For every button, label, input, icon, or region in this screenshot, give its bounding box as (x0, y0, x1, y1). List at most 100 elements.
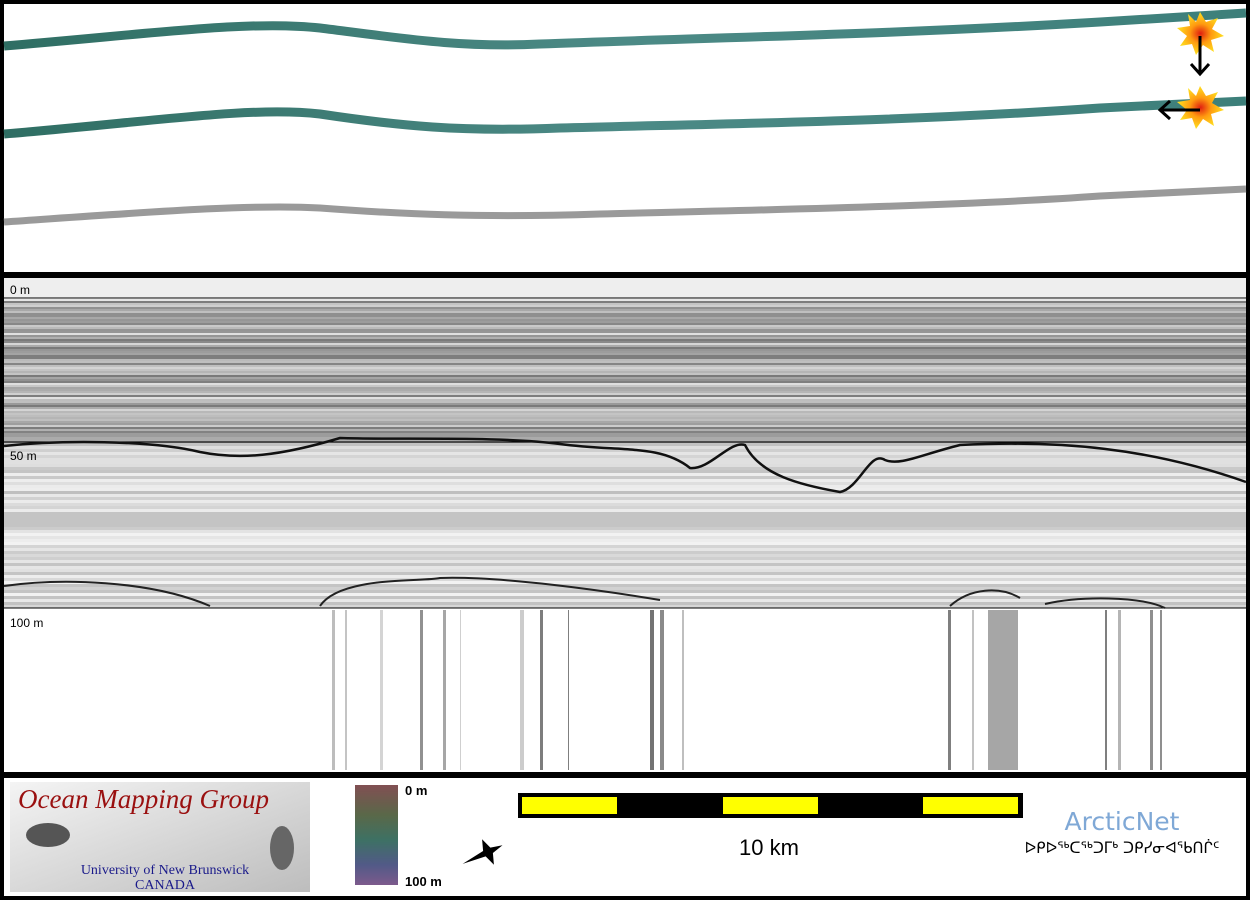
marker-burst (1177, 86, 1224, 129)
echo-stripe (4, 427, 1246, 429)
multiple-trace (3, 576, 1166, 609)
scale-segment (723, 797, 818, 814)
echo-stripe (4, 575, 1246, 578)
echo-stripe (4, 605, 1246, 608)
swath-strip (3, 96, 1247, 139)
echo-stripe (972, 610, 974, 770)
echo-stripe (4, 305, 1246, 307)
echo-stripe (4, 403, 1246, 405)
logo-ship (26, 823, 70, 847)
echo-stripe (4, 393, 1246, 395)
echo-stripe (4, 327, 1246, 329)
echo-stripe (4, 399, 1246, 401)
echo-stripe (1105, 610, 1107, 770)
echo-stripe (4, 431, 1246, 433)
echo-stripe (4, 542, 1246, 545)
echo-stripe (4, 397, 1246, 399)
echo-stripe (660, 610, 664, 770)
echo-stripe (4, 355, 1246, 357)
echo-stripe (4, 515, 1246, 518)
echo-stripe (4, 325, 1246, 327)
echo-stripe (520, 610, 524, 770)
echo-stripe (4, 423, 1246, 425)
depth-label: 0 m (10, 283, 30, 297)
echo-stripe (4, 371, 1246, 373)
echo-stripe (4, 349, 1246, 351)
echo-stripe (4, 470, 1246, 473)
echo-stripe (4, 479, 1246, 482)
echo-stripe (1118, 610, 1121, 770)
partner-syllabics: ᐅᑭᐅᖅᑕᖅᑐᒥᒃ ᑐᑭᓯᓂᐊᖃᑎᒌᑦ (1025, 839, 1220, 857)
echo-stripe (4, 413, 1246, 415)
echo-stripe (4, 313, 1246, 315)
echo-stripe (4, 341, 1246, 343)
echo-stripe (4, 299, 1246, 301)
echo-stripe (4, 359, 1246, 361)
echo-stripe (4, 563, 1246, 566)
echo-stripe (4, 536, 1246, 539)
echo-stripe (4, 411, 1246, 413)
echo-stripe (4, 419, 1246, 421)
echo-stripe (4, 503, 1246, 506)
echo-stripe (4, 581, 1246, 584)
echo-stripe (4, 533, 1246, 536)
echo-stripe (380, 610, 383, 770)
echo-stripe (4, 421, 1246, 423)
echo-stripe (4, 409, 1246, 411)
scale-label: 10 km (739, 835, 799, 860)
echo-stripe (4, 521, 1246, 524)
depth-label: 50 m (10, 449, 37, 463)
colorbar-shade (355, 785, 398, 885)
scale-segment (923, 797, 1018, 814)
logo-text: CANADA (135, 878, 196, 893)
scale-segment (522, 797, 617, 814)
echo-stripe (4, 333, 1246, 335)
marker-burst (1177, 12, 1224, 55)
echo-stripe (4, 569, 1246, 572)
echo-stripe (568, 610, 569, 770)
echo-stripe (4, 524, 1246, 527)
echo-stripe (4, 379, 1246, 381)
echo-stripe (460, 610, 461, 770)
echo-stripe (4, 331, 1246, 333)
echogram-texture (4, 299, 1246, 770)
echo-stripe (4, 415, 1246, 417)
echo-stripe (4, 407, 1246, 409)
echo-stripe (4, 389, 1246, 391)
echogram-panel (4, 278, 1246, 772)
echo-stripe (4, 494, 1246, 497)
echo-stripe (682, 610, 684, 770)
echo-stripe (4, 500, 1246, 503)
echo-stripe (4, 566, 1246, 569)
echo-stripe (4, 449, 1246, 452)
echo-stripe (4, 464, 1246, 467)
echo-stripe (4, 527, 1246, 530)
echo-stripe (4, 365, 1246, 367)
echo-stripe (4, 329, 1246, 331)
echo-stripe (1150, 610, 1153, 770)
echo-stripe (4, 311, 1246, 313)
echo-stripe (4, 367, 1246, 369)
echo-stripe (4, 461, 1246, 464)
seafloor-trace (3, 436, 1247, 494)
echo-stripe (4, 317, 1246, 319)
echo-stripe (4, 433, 1246, 435)
echo-stripe (4, 369, 1246, 371)
echo-stripe (4, 429, 1246, 431)
echo-stripe (4, 488, 1246, 491)
echo-stripe (4, 512, 1246, 515)
echo-stripe (4, 303, 1246, 305)
echo-stripe (4, 401, 1246, 403)
echo-stripe (4, 439, 1246, 441)
echo-stripe (443, 610, 446, 770)
echo-stripe (4, 551, 1246, 554)
echo-stripe (4, 506, 1246, 509)
echo-stripe (332, 610, 335, 770)
echo-stripe (4, 518, 1246, 521)
echo-stripe (4, 373, 1246, 375)
logo-ship (270, 826, 294, 870)
depth-label: 100 m (10, 616, 43, 630)
echo-stripe (4, 554, 1246, 557)
echo-stripe (4, 377, 1246, 379)
arrow (1189, 36, 1211, 77)
